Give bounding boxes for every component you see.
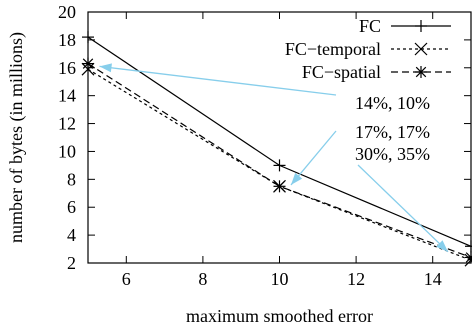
series-lines xyxy=(81,31,472,267)
y-tick-label: 18 xyxy=(58,30,76,50)
y-tick-label: 16 xyxy=(58,58,76,78)
annotation-arrow xyxy=(99,63,337,96)
legend-marker xyxy=(415,20,427,32)
y-tick-label: 12 xyxy=(58,114,76,134)
y-tick-label: 2 xyxy=(67,253,76,273)
y-tick-label: 4 xyxy=(67,225,76,245)
annotation-label: 30%, 35% xyxy=(355,144,430,164)
x-tick-label: 8 xyxy=(198,269,207,289)
legend: FC FC−temporal FC−spatial xyxy=(285,16,451,82)
data-point xyxy=(273,159,286,172)
legend-label: FC xyxy=(359,16,381,36)
annotation-label: 14%, 10% xyxy=(355,93,430,113)
annotation-arrow xyxy=(290,130,337,186)
legend-label: FC−temporal xyxy=(285,39,381,59)
y-tick-label: 10 xyxy=(58,141,76,161)
y-tick-label: 14 xyxy=(58,86,76,106)
annotation-label: 17%, 17% xyxy=(355,122,430,142)
annotation-arrows xyxy=(99,63,449,253)
annotation-arrow xyxy=(357,164,449,253)
x-tick-label: 6 xyxy=(122,269,131,289)
y-axis-label: number of bytes (in millions) xyxy=(6,32,27,243)
x-tick-label: 14 xyxy=(424,269,442,289)
tick-labels: 6 8 10 12 14 2 4 6 8 10 12 14 16 18 20 xyxy=(58,2,442,289)
data-point xyxy=(273,180,286,193)
series-line-2 xyxy=(87,63,472,258)
legend-label: FC−spatial xyxy=(302,62,381,82)
y-tick-label: 20 xyxy=(58,2,76,22)
y-tick-label: 6 xyxy=(67,197,76,217)
x-tick-label: 12 xyxy=(347,269,365,289)
x-tick-label: 10 xyxy=(271,269,289,289)
plot-frame xyxy=(87,11,472,264)
y-tick-label: 8 xyxy=(67,169,76,189)
legend-marker xyxy=(415,66,427,78)
legend-marker xyxy=(414,42,428,56)
annotations: 14%, 10% 17%, 17%30%, 35% xyxy=(355,93,430,164)
x-axis-label: maximum smoothed error xyxy=(186,306,373,326)
